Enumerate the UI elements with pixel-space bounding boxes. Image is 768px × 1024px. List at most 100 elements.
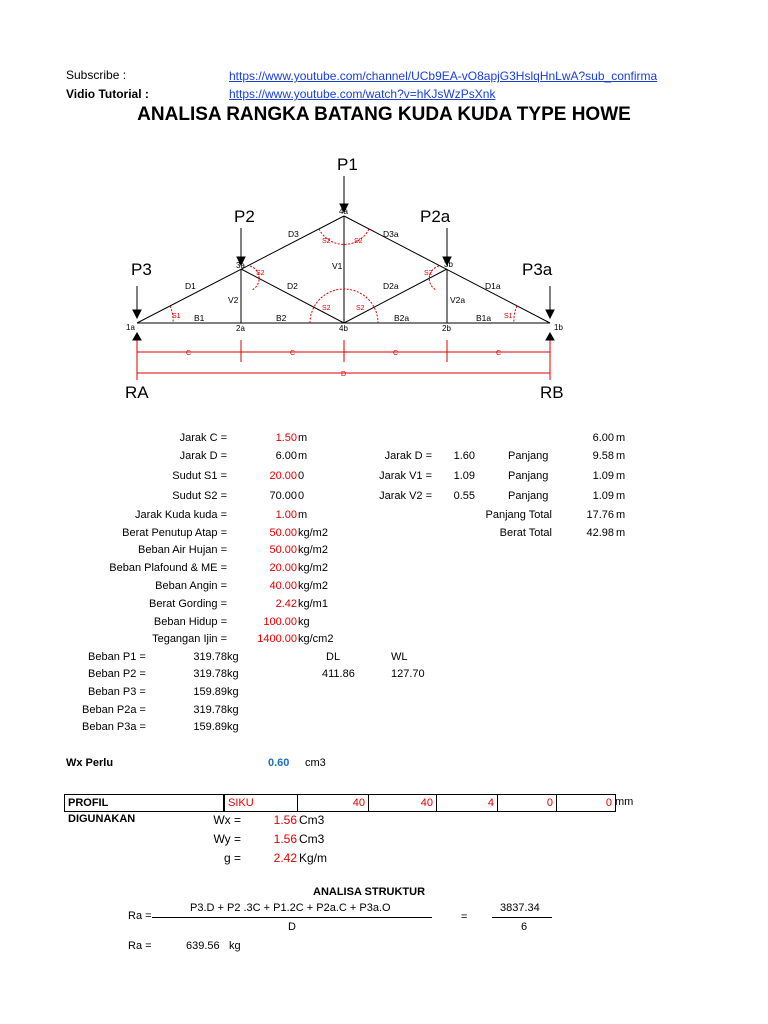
node-3b-label: 3b (444, 260, 453, 269)
node-4b-label: 4b (339, 324, 348, 333)
wl-value: 127.70 (391, 668, 425, 680)
length-top-unit: m (616, 432, 625, 444)
node-2b-label: 2b (442, 324, 451, 333)
panjang-total-unit: m (616, 509, 625, 521)
berat-total-value: 42.98 (586, 527, 614, 539)
param-label: Tegangan Ijin = (152, 633, 227, 645)
param-label: Beban Air Hujan = (138, 544, 227, 556)
prop-unit: Cm3 (299, 813, 324, 827)
wl-label: WL (391, 651, 408, 663)
member-d1a-label: D1a (485, 281, 501, 291)
param-unit: kg (298, 616, 310, 628)
profil-d: 0 (497, 794, 557, 812)
param-value: 50.00 (269, 527, 297, 539)
param-unit: kg/m2 (298, 562, 328, 574)
dim-c-label: C (290, 350, 295, 357)
param-label: Beban Hidup = (154, 616, 227, 628)
angle-s2-label: S2 (356, 305, 365, 312)
prop-label: Wy = (213, 832, 241, 846)
dim-d-label: D (341, 371, 346, 378)
angle-s2-label: S2 (322, 305, 331, 312)
member-b2a-label: B2a (394, 313, 409, 323)
length-row-label: Jarak V1 = (379, 470, 432, 482)
load-unit: kg (227, 704, 239, 716)
member-d3a-label: D3a (383, 229, 399, 239)
param-value: 1400.00 (257, 633, 297, 645)
angle-s2-label: S2 (322, 238, 331, 245)
param-label: Sudut S2 = (172, 490, 227, 502)
dim-c-label: C (393, 350, 398, 357)
param-value: 100.00 (263, 616, 297, 628)
fraction-bar-2 (492, 917, 552, 918)
param-label: Berat Gording = (149, 598, 227, 610)
fraction-bar (152, 917, 432, 918)
param-unit: kg/m1 (298, 598, 328, 610)
angle-s2-label: S2 (256, 270, 265, 277)
load-p2-label: P2 (234, 207, 255, 226)
berat-total-label: Berat Total (500, 527, 552, 539)
dim-c-label: C (496, 350, 501, 357)
length-row-unit: m (616, 450, 625, 462)
param-label: Beban Angin = (155, 580, 227, 592)
param-label: Jarak C = (180, 432, 227, 444)
length-row-value: 1.09 (454, 470, 475, 482)
param-label: Jarak Kuda kuda = (135, 509, 227, 521)
node-3a-label: 3a (236, 261, 245, 270)
prop-unit: Cm3 (299, 832, 324, 846)
param-unit: kg/m2 (298, 580, 328, 592)
load-value: 319.78 (193, 704, 227, 716)
param-label: Beban Plafound & ME = (109, 562, 227, 574)
param-label: Berat Penutup Atap = (122, 527, 227, 539)
param-unit: m (298, 450, 307, 462)
member-v1-label: V1 (332, 261, 343, 271)
profil-c: 4 (436, 794, 498, 812)
param-unit: kg/m2 (298, 544, 328, 556)
length-top-value: 6.00 (593, 432, 614, 444)
length-row-unit: m (616, 470, 625, 482)
load-label: Beban P3 = (88, 686, 146, 698)
length-row-plabel: Panjang (508, 450, 548, 462)
support-ra-label: RA (125, 383, 149, 402)
load-p3-label: P3 (131, 260, 152, 279)
wx-perlu-value: 0.60 (268, 757, 289, 769)
member-b1a-label: B1a (476, 313, 491, 323)
load-unit: kg (227, 668, 239, 680)
member-d1-label: D1 (185, 281, 196, 291)
num-value: 3837.34 (500, 902, 540, 914)
subscribe-label: Subscribe : (66, 68, 126, 82)
profil-label: PROFIL DIGUNAKAN (64, 794, 154, 812)
page-title: ANALISA RANGKA BATANG KUDA KUDA TYPE HOW… (0, 104, 768, 126)
member-d2a-label: D2a (383, 281, 399, 291)
load-unit: kg (227, 651, 239, 663)
dl-label: DL (326, 651, 340, 663)
support-ra-icon (133, 333, 141, 340)
dl-value: 411.86 (322, 668, 355, 680)
load-label: Beban P2a = (82, 704, 146, 716)
video-tutorial-link[interactable]: https://www.youtube.com/watch?v=hKJsWzPs… (229, 87, 495, 101)
ra-result-value: 639.56 (186, 940, 220, 952)
berat-total-unit: m (616, 527, 625, 539)
length-row-pvalue: 1.09 (593, 470, 614, 482)
length-row-plabel: Panjang (508, 470, 548, 482)
angle-s2-label: S2 (424, 270, 433, 277)
node-2a-label: 2a (236, 324, 245, 333)
length-row-label: Jarak V2 = (379, 490, 432, 502)
node-4a-label: 4a (339, 207, 348, 216)
profil-unit: mm (615, 796, 633, 808)
ra-denominator: D (288, 921, 296, 933)
panjang-total-value: 17.76 (586, 509, 614, 521)
node-1b-label: 1b (554, 323, 563, 332)
dim-c-label: C (186, 350, 191, 357)
length-row-pvalue: 9.58 (593, 450, 614, 462)
length-row-label: Jarak D = (385, 450, 432, 462)
load-unit: kg (227, 721, 239, 733)
wx-perlu-unit: cm3 (305, 757, 326, 769)
profil-e: 0 (556, 794, 616, 812)
param-value: 1.00 (276, 509, 297, 521)
subscribe-link[interactable]: https://www.youtube.com/channel/UCb9EA-v… (229, 69, 657, 83)
member-d2-label: D2 (287, 281, 298, 291)
load-value: 159.89 (193, 721, 227, 733)
load-label: Beban P1 = (88, 651, 146, 663)
param-value: 70.00 (269, 490, 297, 502)
angle-s1-label: S1 (504, 313, 513, 320)
